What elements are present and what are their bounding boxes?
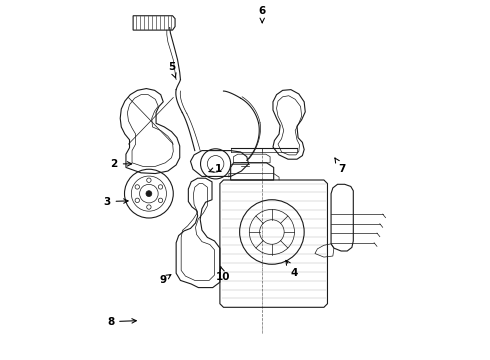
Text: 9: 9 xyxy=(160,275,171,285)
Text: 3: 3 xyxy=(103,197,128,207)
Text: 5: 5 xyxy=(168,62,176,78)
Circle shape xyxy=(146,191,152,197)
Text: 4: 4 xyxy=(286,260,298,278)
Text: 7: 7 xyxy=(335,158,345,174)
Text: 6: 6 xyxy=(259,6,266,23)
Text: 2: 2 xyxy=(110,159,132,169)
Text: 1: 1 xyxy=(209,163,222,174)
Text: 10: 10 xyxy=(216,266,231,282)
Text: 8: 8 xyxy=(107,317,136,327)
